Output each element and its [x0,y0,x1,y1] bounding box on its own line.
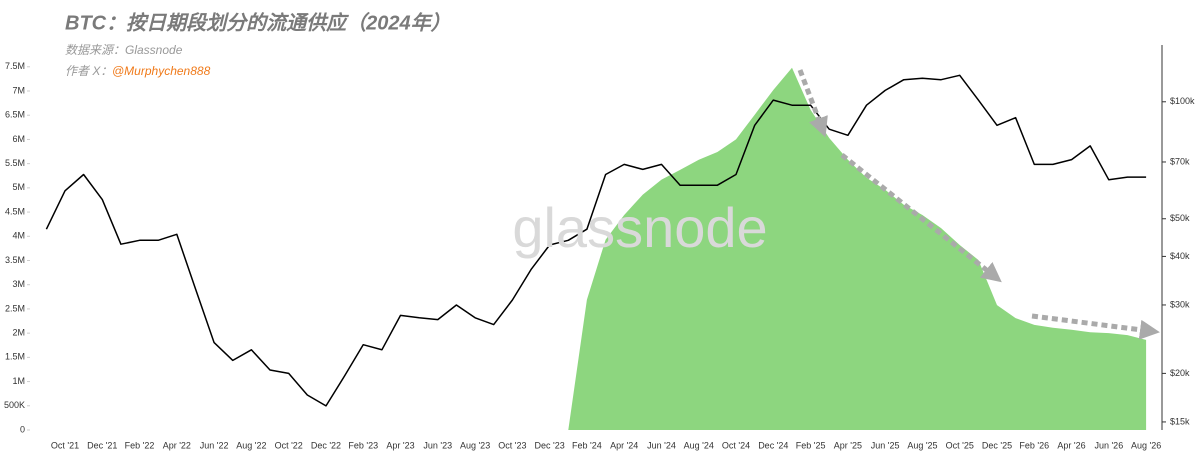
x-tick-label: Feb '25 [796,440,826,450]
y2-tick-label: $50k [1170,213,1190,223]
x-tick-label: Aug '25 [907,440,937,450]
x-tick-label: Dec '24 [758,440,788,450]
chart-title: BTC：按日期段划分的流通供应（2024年） [65,11,451,34]
x-tick-label: Dec '22 [311,440,341,450]
x-tick-label: Aug '22 [236,440,266,450]
author: @Murphychen888 [112,64,211,78]
x-tick-label: Oct '23 [498,440,526,450]
watermark: glassnode [512,196,767,259]
plot-area [27,45,1166,431]
y2-tick-label: $70k [1170,156,1190,166]
y-tick-label: 6.5M [5,110,25,120]
x-tick-label: Jun '24 [647,440,676,450]
y-tick-label: 6M [12,134,25,144]
x-tick-label: Oct '22 [275,440,303,450]
x-tick-label: Oct '24 [722,440,750,450]
x-tick-label: Jun '26 [1094,440,1123,450]
x-tick-label: Dec '25 [982,440,1012,450]
y-tick-label: 3.5M [5,255,25,265]
y2-tick-label: $20k [1170,368,1190,378]
x-tick-label: Aug '24 [684,440,714,450]
x-tick-label: Apr '25 [834,440,862,450]
y-tick-label: 4M [12,231,25,241]
supply-area [568,67,1147,431]
y2-tick-label: $40k [1170,251,1190,261]
x-tick-label: Oct '25 [946,440,974,450]
arrow [797,69,828,138]
y2-tick-label: $30k [1170,299,1190,309]
x-tick-label: Apr '26 [1057,440,1085,450]
x-tick-label: Feb '26 [1019,440,1049,450]
source: 数据来源：Glassnode [65,43,183,57]
y-tick-label: 4.5M [5,206,25,216]
y-tick-label: 500K [4,400,25,410]
y2-tick-label: $15k [1170,416,1190,426]
y-tick-label: 2M [12,328,25,338]
x-tick-label: Apr '24 [610,440,638,450]
x-tick-label: Feb '23 [348,440,378,450]
y2-tick-label: $100k [1170,96,1195,106]
x-tick-label: Feb '22 [125,440,155,450]
y-tick-label: 3M [12,279,25,289]
x-tick-label: Feb '24 [572,440,602,450]
author-label: 作者 X： [65,64,112,78]
x-tick-label: Aug '26 [1131,440,1161,450]
x-tick-label: Dec '23 [535,440,565,450]
annotation-arrows [797,69,1160,340]
x-tick-label: Jun '22 [200,440,229,450]
y-tick-label: 5M [12,182,25,192]
x-tick-label: Apr '23 [386,440,414,450]
price-line [45,74,1147,407]
y-tick-label: 7.5M [5,61,25,71]
x-tick-label: Aug '23 [460,440,490,450]
x-tick-label: Dec '21 [87,440,117,450]
arrow [840,153,1002,283]
y-tick-label: 1M [12,376,25,386]
y-tick-label: 0 [20,424,25,434]
x-tick-label: Jun '23 [423,440,452,450]
y-tick-label: 1.5M [5,352,25,362]
x-tick-label: Apr '22 [163,440,191,450]
y-tick-label: 7M [12,85,25,95]
x-tick-label: Oct '21 [51,440,79,450]
y-tick-label: 2.5M [5,303,25,313]
x-tick-label: Jun '25 [871,440,900,450]
y-tick-label: 5.5M [5,158,25,168]
